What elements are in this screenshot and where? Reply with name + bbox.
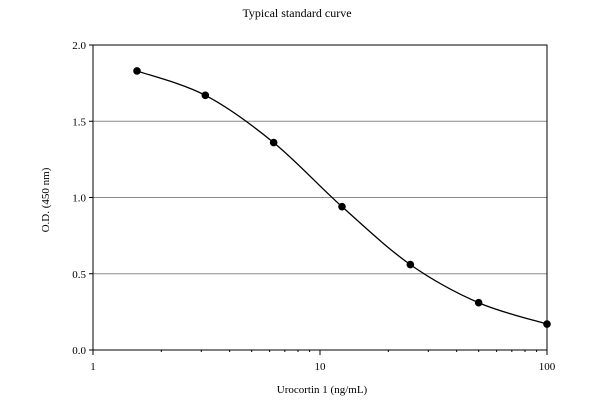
data-point xyxy=(269,138,278,147)
data-points xyxy=(133,67,551,328)
y-axis-label: O.D. (450 nm) xyxy=(40,167,52,232)
y-tick-label: 2.0 xyxy=(72,40,86,52)
data-point xyxy=(406,260,415,269)
data-point xyxy=(543,320,551,328)
x-tick-label: 1 xyxy=(90,361,96,373)
data-point xyxy=(338,202,346,211)
data-point xyxy=(474,298,483,307)
y-tick-label: 0.0 xyxy=(72,345,86,357)
x-tick-label: 10 xyxy=(315,361,327,373)
y-tick-label: 1.5 xyxy=(72,116,86,128)
gridlines xyxy=(93,120,547,275)
data-point xyxy=(201,91,210,100)
x-axis-ticks: 1 10 100 xyxy=(90,350,556,373)
x-axis-label: Urocortin 1 (ng/mL) xyxy=(277,384,368,396)
y-axis-ticks: 0.0 0.5 1.0 1.5 2.0 xyxy=(72,40,93,357)
chart-title: Typical standard curve xyxy=(242,6,351,20)
data-point xyxy=(133,67,141,75)
x-tick-label: 100 xyxy=(539,361,556,373)
y-tick-label: 1.0 xyxy=(72,193,86,205)
y-tick-label: 0.5 xyxy=(72,269,86,281)
